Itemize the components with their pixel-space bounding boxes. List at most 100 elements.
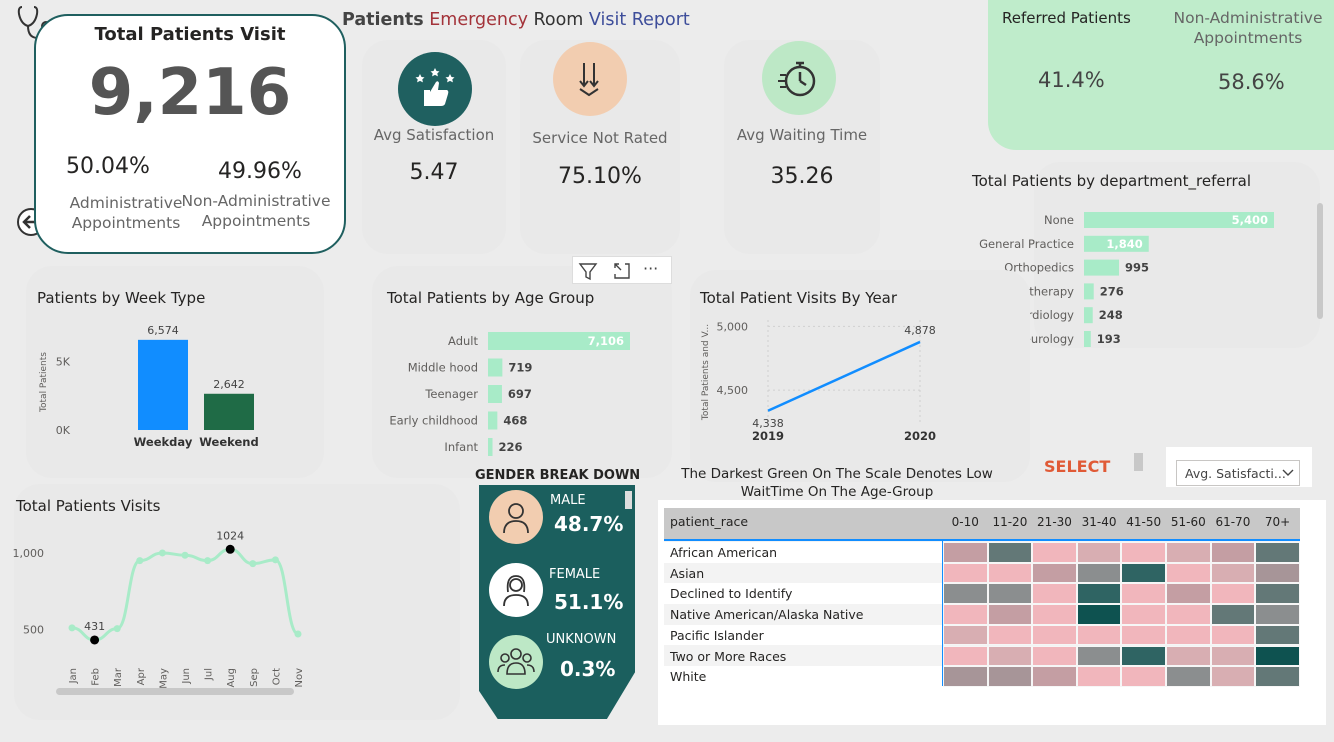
month-point[interactable] xyxy=(158,549,166,557)
month-point[interactable] xyxy=(136,557,144,565)
dept-bar[interactable] xyxy=(1084,307,1093,324)
heatmap-cell[interactable] xyxy=(1032,666,1077,687)
heatmap-cell[interactable] xyxy=(1255,604,1300,625)
heatmap-cell[interactable] xyxy=(943,562,988,584)
heatmap-cell[interactable] xyxy=(1121,542,1166,563)
heatmap-cell[interactable] xyxy=(987,666,1033,687)
heatmap-cell[interactable] xyxy=(1076,624,1122,646)
horizontal-scrollbar[interactable] xyxy=(56,688,294,695)
more-options-button[interactable]: ··· xyxy=(643,259,659,278)
month-series-line[interactable] xyxy=(71,547,299,642)
heatmap-cell[interactable] xyxy=(1076,562,1122,584)
month-point[interactable] xyxy=(294,630,302,638)
heatmap-cell[interactable] xyxy=(943,542,988,563)
age-bar[interactable] xyxy=(488,411,498,430)
heatmap-cell[interactable] xyxy=(1255,666,1300,687)
focus-mode-icon[interactable] xyxy=(611,260,633,282)
dept-bar[interactable] xyxy=(1084,212,1274,228)
dept-bar[interactable] xyxy=(1084,331,1091,347)
month-point[interactable] xyxy=(90,635,100,645)
heatmap-cell[interactable] xyxy=(943,645,988,667)
year-series-line[interactable] xyxy=(767,340,921,412)
heatmap-cell[interactable] xyxy=(1032,624,1077,646)
month-point[interactable] xyxy=(204,557,212,565)
heatmap-cell[interactable] xyxy=(1210,666,1256,687)
heatmap-cell[interactable] xyxy=(987,542,1033,563)
heatmap-cell[interactable] xyxy=(1210,542,1256,563)
age-bar[interactable] xyxy=(488,332,630,350)
heatmap-cell[interactable] xyxy=(1032,604,1077,625)
week-bar-weekday[interactable] xyxy=(138,339,188,430)
heatmap-cell[interactable] xyxy=(1255,562,1300,584)
heatmap-column-label: 11-20 xyxy=(992,515,1028,529)
heatmap-cell[interactable] xyxy=(1121,666,1166,687)
heatmap-cell[interactable] xyxy=(1032,645,1077,667)
page-title: Patients Emergency Room Visit Report xyxy=(342,10,690,30)
heatmap-cell[interactable] xyxy=(1076,666,1122,687)
age-bar[interactable] xyxy=(488,438,493,456)
heatmap-cell[interactable] xyxy=(1210,645,1256,667)
heatmap-cell[interactable] xyxy=(943,583,988,605)
heatmap-cell[interactable] xyxy=(1210,624,1256,646)
gender-scrollbar[interactable] xyxy=(625,491,632,509)
heatmap-cell[interactable] xyxy=(1032,542,1077,563)
age-bar[interactable] xyxy=(488,385,502,403)
heatmap-cell[interactable] xyxy=(1166,624,1211,646)
vertical-scrollbar[interactable] xyxy=(1317,203,1323,319)
month-point[interactable] xyxy=(249,560,257,568)
heatmap-cell[interactable] xyxy=(987,645,1033,667)
heatmap-caption: The Darkest Green On The Scale Denotes L… xyxy=(664,465,1010,501)
dept-bar[interactable] xyxy=(1084,283,1094,300)
heatmap-cell[interactable] xyxy=(1166,604,1211,625)
heatmap-row xyxy=(664,624,942,646)
month-point[interactable] xyxy=(113,625,121,633)
heatmap-cell[interactable] xyxy=(1166,562,1211,584)
month-point[interactable] xyxy=(68,624,76,632)
heatmap-cell[interactable] xyxy=(1255,645,1300,667)
heatmap-cell[interactable] xyxy=(1210,562,1256,584)
select-slicer-handle[interactable] xyxy=(1134,453,1143,471)
heatmap-cell[interactable] xyxy=(1166,542,1211,563)
heatmap-cell[interactable] xyxy=(987,562,1033,584)
filter-icon[interactable] xyxy=(577,260,599,282)
heatmap-cell[interactable] xyxy=(1076,604,1122,625)
heatmap-cell[interactable] xyxy=(1255,624,1300,646)
heatmap-cell[interactable] xyxy=(1121,645,1166,667)
dept-bar[interactable] xyxy=(1084,259,1120,276)
heatmap-cell[interactable] xyxy=(1076,583,1122,605)
heatmap-cell[interactable] xyxy=(1255,583,1300,605)
heatmap-cell[interactable] xyxy=(1166,583,1211,605)
heatmap-cell[interactable] xyxy=(943,624,988,646)
heatmap-cell[interactable] xyxy=(1255,542,1300,563)
heatmap-cell[interactable] xyxy=(987,583,1033,605)
dept-value-label: 995 xyxy=(1125,261,1149,275)
heatmap-cell[interactable] xyxy=(987,604,1033,625)
week-type-chart: Total Patients 5K 0K 6,574 Weekday 2,642 Weeke… xyxy=(39,324,259,449)
heatmap-cell[interactable] xyxy=(1166,666,1211,687)
week-category-label: Weekday xyxy=(134,435,193,449)
age-bar[interactable] xyxy=(488,358,503,377)
week-bar-weekend[interactable] xyxy=(204,393,254,430)
heatmap-cell[interactable] xyxy=(943,604,988,625)
heatmap-cell[interactable] xyxy=(1121,624,1166,646)
month-point[interactable] xyxy=(271,556,279,564)
satisfaction-dropdown[interactable]: Avg. Satisfacti... xyxy=(1176,460,1300,486)
month-point[interactable] xyxy=(225,544,235,554)
dept-bar[interactable] xyxy=(1084,235,1149,252)
heatmap-caption-line-2: WaitTime On The Age-Group xyxy=(740,484,934,500)
heatmap-cell[interactable] xyxy=(1032,562,1077,584)
heatmap-cell[interactable] xyxy=(1210,604,1256,625)
month-point[interactable] xyxy=(181,551,189,559)
heatmap-cell[interactable] xyxy=(1121,604,1166,625)
heatmap-cell[interactable] xyxy=(1076,542,1122,563)
heatmap-cell[interactable] xyxy=(1032,583,1077,605)
heatmap-cell[interactable] xyxy=(1121,583,1166,605)
heatmap-cell[interactable] xyxy=(1166,645,1211,667)
dept-value-label: 5,400 xyxy=(1232,213,1268,227)
heatmap-row xyxy=(664,666,942,687)
heatmap-cell[interactable] xyxy=(1121,562,1166,584)
heatmap-cell[interactable] xyxy=(943,666,988,687)
heatmap-cell[interactable] xyxy=(1076,645,1122,667)
heatmap-cell[interactable] xyxy=(987,624,1033,646)
heatmap-cell[interactable] xyxy=(1210,583,1256,605)
